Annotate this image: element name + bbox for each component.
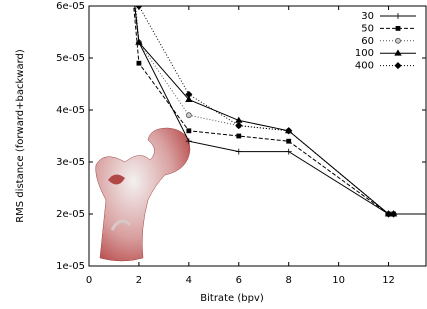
x-tick-label: 4 [186,275,192,286]
y-tick-label: 2e-05 [56,209,85,220]
marker [236,149,242,155]
marker [137,61,141,65]
y-tick-label: 6e-05 [56,1,85,12]
legend-label: 30 [361,11,374,22]
marker [187,129,191,133]
y-tick-label: 5e-05 [56,53,85,64]
series-line [129,0,426,214]
x-tick-label: 0 [86,275,92,286]
y-tick-label: 1e-05 [56,261,85,272]
series-line [129,0,394,214]
x-axis-label: Bitrate (bpv) [200,293,264,304]
legend-label: 60 [361,36,374,47]
femur-illustration [96,128,190,261]
x-tick-label: 2 [136,275,142,286]
y-axis-label: RMS distance (forward+backward) [15,49,26,223]
marker [395,63,401,69]
series-line [134,0,394,214]
x-tick-label: 10 [332,275,345,286]
marker [396,38,401,43]
marker [396,26,400,30]
plot-area [126,0,427,217]
legend-label: 400 [355,61,374,72]
x-tick-label: 8 [286,275,292,286]
legend-label: 50 [361,23,374,34]
marker [287,139,291,143]
y-tick-label: 3e-05 [56,157,85,168]
marker [186,113,191,118]
x-tick-label: 6 [236,275,242,286]
y-tick-label: 4e-05 [56,105,85,116]
series-line [129,0,394,214]
legend-label: 100 [355,48,374,59]
marker [236,123,242,129]
marker [395,13,401,19]
marker [286,149,292,155]
x-tick-label: 12 [382,275,395,286]
marker [237,134,241,138]
chart: Bitrate (bpv) RMS distance (forward+back… [0,0,427,309]
